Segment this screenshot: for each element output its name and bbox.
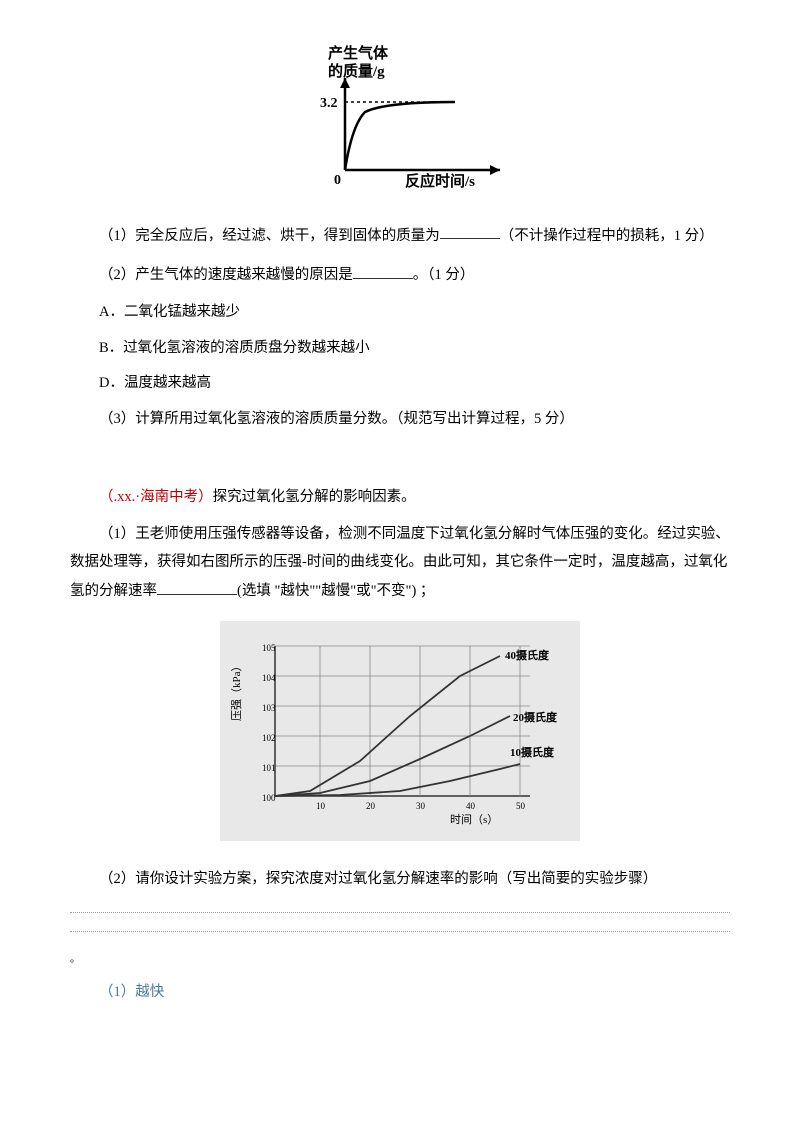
svg-text:10摄氏度: 10摄氏度	[510, 745, 555, 759]
chart2-container: 40摄氏度 20摄氏度 10摄氏度 100 101 102 103 104 10…	[70, 621, 730, 852]
q1-item1-pre: （1）完全反应后，经过滤、烘干，得到固体的质量为	[99, 227, 440, 243]
svg-text:20摄氏度: 20摄氏度	[513, 710, 558, 724]
svg-text:102: 102	[262, 733, 276, 743]
q1-item1-post: （不计操作过程中的损耗，1 分）	[500, 227, 714, 243]
q1-item2: （2）产生气体的速度越来越慢的原因是 。（1 分）	[70, 260, 730, 289]
chart1: 产生气体 的质量/g 3.2 0 反应时间/s	[290, 40, 510, 190]
svg-text:压强（kPa）: 压强（kPa）	[230, 660, 243, 721]
spacer-1	[70, 444, 730, 484]
q1-item2-post: 。（1 分）	[413, 267, 475, 283]
q1-item1: （1）完全反应后，经过滤、烘干，得到固体的质量为 （不计操作过程中的损耗，1 分）	[70, 221, 730, 250]
svg-text:10: 10	[316, 801, 326, 811]
answer-line-2	[70, 931, 730, 932]
q2-source: （.xx.·海南中考）	[99, 489, 213, 505]
svg-text:103: 103	[262, 703, 276, 713]
q1-item3: （3）计算所用过氧化氢溶液的溶质质量分数。（规范写出计算过程，5 分）	[70, 406, 730, 434]
svg-text:104: 104	[262, 673, 276, 683]
q1-option-b: B．过氧化氢溶液的溶质质盘分数越来越小	[70, 335, 730, 363]
svg-text:的质量/g: 的质量/g	[328, 62, 385, 80]
svg-text:30: 30	[416, 801, 426, 811]
svg-text:反应时间/s: 反应时间/s	[405, 172, 475, 190]
q2-item1-b: (选填 "越快""越慢"或"不变") ；	[237, 583, 434, 599]
blank-2	[353, 260, 413, 279]
svg-text:3.2: 3.2	[320, 96, 338, 111]
svg-text:0: 0	[334, 173, 341, 188]
q1-option-d: D．温度越来越高	[70, 370, 730, 398]
q2-item2: （2）请你设计实验方案，探究浓度对过氧化氢分解速率的影响（写出简要的实验步骤）	[70, 866, 730, 894]
svg-text:50: 50	[516, 801, 526, 811]
q2-item1: （1）王老师使用压强传感器等设备，检测不同温度下过氧化氢分解时气体压强的变化。经…	[70, 521, 730, 605]
svg-text:40摄氏度: 40摄氏度	[505, 648, 550, 662]
svg-text:100: 100	[262, 793, 276, 803]
q2-title: 探究过氧化氢分解的影响因素。	[213, 489, 416, 505]
answer-circle: 。	[70, 950, 730, 969]
q2-header: （.xx.·海南中考）探究过氧化氢分解的影响因素。	[70, 484, 730, 512]
svg-text:101: 101	[262, 763, 276, 773]
chart2: 40摄氏度 20摄氏度 10摄氏度 100 101 102 103 104 10…	[220, 621, 580, 841]
q1-item2-pre: （2）产生气体的速度越来越慢的原因是	[99, 267, 353, 283]
answer-1: （1）越快	[70, 979, 730, 1007]
svg-text:20: 20	[366, 801, 376, 811]
q1-option-a: A．二氧化锰越来越少	[70, 299, 730, 327]
svg-text:产生气体: 产生气体	[328, 44, 389, 62]
answer-line-1	[70, 912, 730, 913]
svg-text:时间（s）: 时间（s）	[450, 813, 498, 826]
svg-text:40: 40	[466, 801, 476, 811]
blank-1	[440, 221, 500, 240]
blank-3	[157, 576, 237, 595]
svg-text:105: 105	[262, 643, 276, 653]
chart1-container: 产生气体 的质量/g 3.2 0 反应时间/s	[70, 40, 730, 201]
